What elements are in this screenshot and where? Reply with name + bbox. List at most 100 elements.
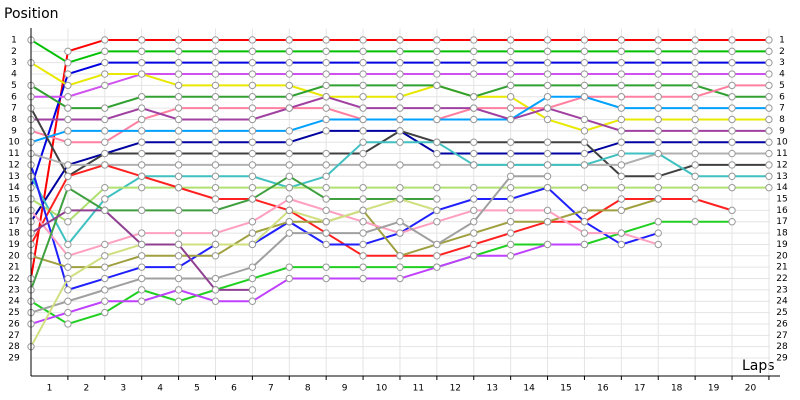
lap-marker — [470, 229, 478, 237]
lap-marker — [359, 115, 367, 124]
y-tick-label: 28 — [8, 342, 20, 352]
lap-marker — [396, 274, 404, 283]
y-tick-label: 8 — [11, 115, 17, 125]
lap-marker — [580, 127, 589, 135]
y-tick-label-right: 10 — [776, 138, 788, 148]
y-tick-label: 27 — [8, 331, 19, 341]
lap-marker — [137, 138, 146, 146]
y-tick-label: 6 — [11, 92, 17, 102]
lap-marker — [433, 138, 441, 146]
lap-marker — [359, 161, 367, 169]
lap-marker — [322, 70, 330, 78]
lap-marker — [285, 263, 293, 271]
lap-marker — [617, 47, 626, 56]
lap-marker — [174, 70, 183, 78]
lap-marker — [396, 70, 404, 78]
lap-marker — [728, 138, 736, 146]
lap-marker — [691, 70, 699, 78]
lap-marker — [174, 297, 183, 305]
lap-marker — [248, 47, 257, 56]
lap-marker — [359, 93, 367, 101]
lap-marker — [285, 36, 293, 44]
lap-marker — [433, 47, 441, 56]
lap-marker — [433, 81, 441, 90]
x-tick-label: 11 — [413, 384, 424, 394]
lap-marker — [64, 115, 72, 124]
lap-marker — [433, 115, 441, 124]
lap-marker — [211, 104, 220, 112]
lap-marker — [64, 286, 72, 294]
lap-marker — [322, 183, 330, 192]
lap-marker — [617, 229, 626, 237]
y-tick-label: 19 — [8, 240, 20, 250]
lap-marker — [174, 206, 183, 215]
lap-marker — [470, 58, 478, 67]
lap-marker — [580, 70, 589, 78]
lap-marker — [64, 161, 72, 169]
lap-marker — [248, 81, 257, 90]
lap-marker — [285, 274, 293, 283]
y-tick-label: 4 — [11, 70, 17, 80]
lap-marker — [322, 172, 330, 180]
lap-marker — [691, 93, 699, 101]
lap-marker — [728, 149, 736, 158]
lap-marker — [174, 127, 183, 135]
x-tick-label: 12 — [450, 384, 461, 394]
lap-marker — [765, 36, 773, 44]
lap-marker — [101, 274, 109, 283]
lap-marker — [617, 58, 626, 67]
lap-marker — [396, 36, 404, 44]
plot — [27, 36, 773, 351]
lap-marker — [359, 252, 367, 260]
series-line — [30, 164, 659, 292]
lap-marker — [248, 274, 257, 283]
lap-marker — [101, 161, 109, 169]
lap-marker — [543, 81, 552, 90]
y-tick-label: 7 — [11, 104, 17, 114]
y-tick-label: 10 — [8, 138, 20, 148]
x-tick-label: 1 — [47, 384, 53, 394]
y-tick-label: 15 — [8, 195, 19, 205]
y-tick-label: 18 — [8, 229, 20, 239]
lap-marker — [64, 104, 72, 112]
lap-marker — [617, 149, 626, 158]
lap-marker — [470, 47, 478, 56]
lap-marker — [101, 81, 109, 90]
lap-marker — [64, 308, 72, 317]
lap-marker — [765, 161, 773, 169]
lap-marker — [580, 81, 589, 90]
lap-marker — [728, 58, 736, 67]
lap-marker — [101, 252, 109, 260]
lap-marker — [728, 115, 736, 124]
lap-marker — [765, 81, 773, 90]
lap-marker — [470, 252, 478, 260]
lap-marker — [285, 195, 293, 203]
lap-marker — [322, 218, 330, 226]
lap-marker — [433, 206, 441, 215]
y-tick-label: 25 — [8, 308, 19, 318]
y-tick-label-right: 14 — [776, 183, 788, 193]
lap-marker — [174, 240, 183, 249]
y-tick-label: 22 — [8, 274, 19, 284]
y-tick-label-right: 16 — [776, 206, 788, 216]
lap-marker — [654, 70, 662, 78]
lap-marker — [543, 161, 552, 169]
lap-marker — [359, 36, 367, 44]
lap-marker — [543, 104, 552, 112]
lap-marker — [248, 104, 257, 112]
lap-marker — [322, 104, 330, 112]
lap-marker — [654, 218, 662, 226]
lap-marker — [211, 286, 220, 294]
lap-marker — [543, 149, 552, 158]
y-tick-label-right: 12 — [776, 160, 787, 170]
lap-marker — [691, 218, 699, 226]
lap-marker — [617, 93, 626, 101]
lap-marker — [322, 81, 330, 90]
lap-marker — [654, 81, 662, 90]
lap-marker — [506, 93, 515, 101]
lap-marker — [285, 138, 293, 146]
lap-marker — [506, 104, 515, 112]
lap-marker — [174, 138, 183, 146]
lap-marker — [654, 183, 662, 192]
